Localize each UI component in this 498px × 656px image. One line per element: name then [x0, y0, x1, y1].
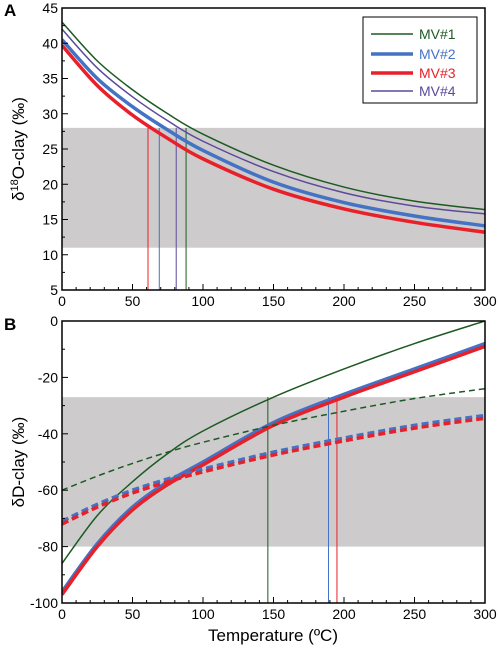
panel-a-y-ticks: 5 10 15 20 25 30 35 40 45 — [42, 0, 68, 298]
panel-a-y-tick-label: 10 — [42, 247, 58, 263]
legend-label-mv4: MV#4 — [419, 83, 456, 99]
panel-b-x-tick-label: 250 — [403, 606, 427, 622]
panel-a-x-tick-label: 50 — [125, 293, 141, 309]
panel-a-y-tick-label: 5 — [50, 282, 58, 298]
panel-b-y-tick-label: -100 — [30, 595, 58, 611]
panel-b-verticals — [267, 397, 338, 603]
panel-a-series-line — [62, 21, 485, 211]
panel-a-y-tick-label: 45 — [42, 0, 58, 16]
panel-a-y-tick-label: 30 — [42, 106, 58, 122]
panel-b-series-line — [62, 344, 485, 596]
legend-label-mv1: MV#1 — [419, 26, 456, 42]
panel-a-series-line — [62, 28, 485, 215]
panel-b-x-tick-label: 100 — [191, 606, 215, 622]
panel-b-series-line — [62, 321, 485, 564]
panel-a-y-tick-label: 15 — [42, 212, 58, 228]
panel-a-series — [62, 21, 485, 234]
panel-b-y-tick-label: -80 — [38, 539, 58, 555]
panel-b-x-tick-label: 50 — [125, 606, 141, 622]
panel-b-y-ticks: -100 -80 -60 -40 -20 0 — [30, 313, 68, 611]
panel-b-y-axis-title: δD-clay (‰) — [9, 417, 28, 508]
panel-b-y-tick-label: -40 — [38, 426, 58, 442]
panel-a-verticals — [147, 127, 187, 290]
panel-b-x-tick-label: 0 — [58, 606, 66, 622]
panel-b-y-tick-label: -60 — [38, 482, 58, 498]
panel-a-x-tick-label: 0 — [58, 293, 66, 309]
panel-b-letter: B — [4, 315, 16, 334]
panel-b-x-ticks: 0 50 100 150 200 250 300 — [58, 597, 497, 622]
panel-a: A 0 50 100 150 200 250 300 5 10 15 20 25 30 35 40 45 δ… — [4, 0, 497, 309]
panel-a-legend: MV#1 MV#2 MV#3 MV#4 — [362, 16, 478, 104]
panel-a-y-tick-label: 35 — [42, 71, 58, 87]
panel-a-letter: A — [4, 1, 16, 20]
panel-a-y-tick-label: 25 — [42, 141, 58, 157]
panel-a-y-tick-label: 20 — [42, 176, 58, 192]
panel-b-series-line — [62, 413, 485, 523]
panel-b-shaded-band — [62, 397, 485, 547]
panel-b-series-line — [62, 387, 485, 491]
panel-a-ylabel-part-1: δ — [9, 191, 28, 200]
panel-a-x-ticks: 0 50 100 150 200 250 300 — [58, 284, 497, 309]
panel-a-x-tick-label: 200 — [332, 293, 356, 309]
panel-b-x-tick-label: 300 — [473, 606, 497, 622]
panel-a-x-tick-label: 300 — [473, 293, 497, 309]
panel-b-x-tick-label: 150 — [262, 606, 286, 622]
panel-a-ylabel-part-3: O-clay (‰) — [9, 97, 28, 179]
panel-a-y-tick-label: 40 — [42, 35, 58, 51]
panel-a-x-tick-label: 250 — [403, 293, 427, 309]
panel-a-x-tick-label: 150 — [262, 293, 286, 309]
panel-b-x-axis-title: Temperature (ºC) — [208, 626, 338, 645]
panel-a-x-tick-label: 100 — [191, 293, 215, 309]
panel-a-series-line — [62, 38, 485, 228]
panel-a-y-axis-title: δ18O-clay (‰) — [9, 97, 28, 201]
panel-b-series-line — [62, 341, 485, 593]
panel-b-x-tick-label: 200 — [332, 606, 356, 622]
legend-label-mv3: MV#3 — [419, 65, 456, 81]
panel-b: B 0 50 100 150 200 250 300 -100 -80 -60 -40 -20 0 δ… — [4, 313, 497, 645]
panel-a-series-line — [62, 44, 485, 234]
panel-b-y-tick-label: -20 — [38, 369, 58, 385]
panel-b-series — [62, 321, 485, 596]
legend-label-mv2: MV#2 — [419, 46, 456, 62]
panel-a-ylabel-part-2: 18 — [9, 179, 21, 191]
panel-b-y-tick-label: 0 — [50, 313, 58, 329]
panel-b-series-line — [62, 416, 485, 526]
legend-box — [362, 16, 478, 104]
